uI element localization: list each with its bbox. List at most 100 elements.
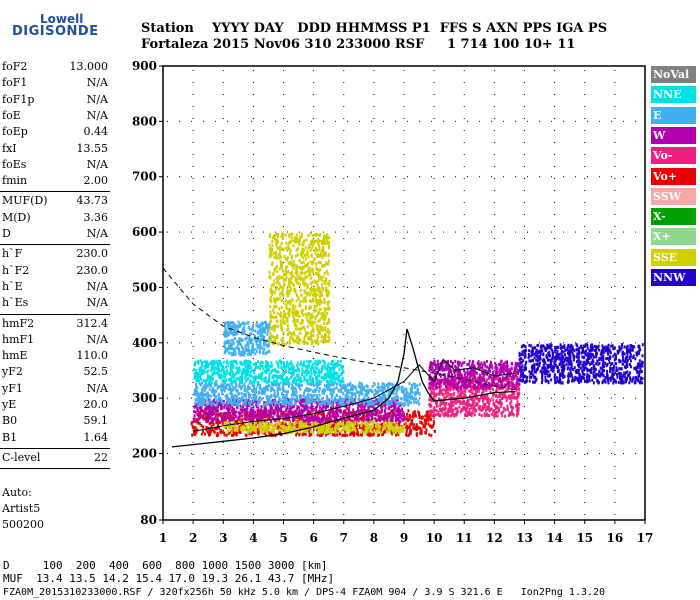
echo-point [229,372,232,376]
echo-point [246,389,249,393]
echo-point [228,403,231,407]
echo-point [407,409,410,413]
echo-point [280,422,283,426]
echo-point [271,400,274,404]
echo-point [276,380,279,384]
param-row: fmin 2.00 [2,174,108,190]
echo-point [471,396,474,400]
echo-point [471,384,474,388]
echo-point [310,366,313,370]
echo-point [451,401,454,405]
echo-point [398,410,401,414]
echo-point [193,417,196,421]
echo-point [208,400,211,404]
echo-point [342,410,345,414]
echo-point [326,399,329,403]
echo-point [473,378,476,382]
echo-point [230,383,233,387]
echo-point [492,378,495,382]
echo-point [496,395,499,399]
echo-point [246,371,249,375]
echo-point [504,365,507,369]
echo-point [434,394,437,398]
echo-point [288,420,291,424]
echo-point [310,379,313,383]
echo-point [337,421,340,425]
echo-point [314,388,317,392]
echo-point [261,414,264,418]
echo-point [451,383,454,387]
echo-point [336,393,339,397]
echo-point [432,388,435,392]
echo-point [346,412,349,416]
echo-point [471,370,474,374]
echo-point [226,396,229,400]
echo-point [343,386,346,390]
echo-point [467,413,470,417]
echo-point [300,394,303,398]
echo-point [428,410,431,414]
echo-point [327,381,330,385]
echo-point [457,381,460,385]
echo-point [319,402,322,406]
echo-point [328,419,331,423]
echo-point [291,424,294,428]
echo-point [335,423,338,427]
echo-point [380,416,383,420]
echo-point [508,383,511,387]
echo-point [196,409,199,413]
echo-point [466,380,469,384]
echo-point [315,380,318,384]
echo-point [394,395,397,399]
echo-point [234,397,237,401]
echo-point [303,370,306,374]
echo-point [430,425,433,429]
echo-point [342,384,345,388]
echo-point [357,403,360,407]
param-row: B1 1.64 [2,431,108,447]
echo-point [365,402,368,406]
echo-point [213,398,216,402]
echo-point [378,388,381,392]
echo-point [387,429,390,433]
echo-point [483,395,486,399]
echo-point [348,420,351,424]
echo-point [302,426,305,430]
param-value: 1.64 [83,430,109,444]
echo-point [314,390,317,394]
echo-point [265,367,268,371]
echo-point [354,385,357,389]
echo-point [286,400,289,404]
echo-point [405,395,408,399]
echo-point [449,370,452,374]
echo-point [511,385,514,389]
echo-point [455,413,458,417]
echo-point [230,415,233,419]
echo-point [254,414,257,418]
echo-point [467,362,470,366]
echo-point [225,365,228,369]
echo-point [418,382,421,386]
echo-point [265,408,268,412]
param-row: foEs N/A [2,158,108,174]
echo-point [345,422,348,426]
echo-point [507,387,510,391]
echo-point [308,430,311,434]
echo-point [365,422,368,426]
echo-point [511,386,514,390]
echo-point [308,399,311,403]
echo-point [291,426,294,430]
echo-point [343,425,346,429]
echo-point [424,419,427,423]
echo-point [381,398,384,402]
param-row: h`F 230.0 [2,247,108,263]
echo-point [248,374,251,378]
echo-point [456,409,459,413]
echo-point [199,412,202,416]
echo-point [291,389,294,393]
echo-point [349,411,352,415]
echo-point [311,363,314,367]
echo-point [197,410,200,414]
echo-point [223,375,226,379]
echo-point [486,399,489,403]
